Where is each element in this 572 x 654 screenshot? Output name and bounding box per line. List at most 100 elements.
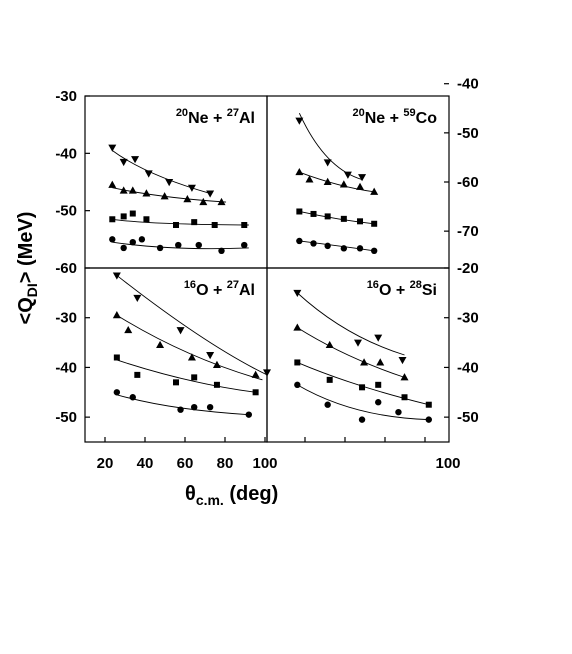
series-triangle-down <box>108 144 215 198</box>
data-point-square <box>359 384 366 391</box>
data-point-square <box>252 389 259 396</box>
fit-curve <box>297 292 405 356</box>
x-tick-label: 100 <box>435 455 460 472</box>
title-element-a: O <box>379 282 391 299</box>
data-point-triangle-up <box>112 311 121 319</box>
panel-title: 20Ne + 59Co <box>352 107 437 127</box>
y-axis-title: <QDI> (MeV) <box>15 212 40 325</box>
series-circle <box>109 236 249 254</box>
data-point-triangle-up <box>360 358 369 366</box>
data-point-square <box>213 381 220 388</box>
data-point-triangle-up <box>339 180 348 188</box>
y-axis-title-pre: <Q <box>15 297 37 324</box>
data-point-circle <box>395 408 402 416</box>
x-axis-title-unit: (deg) <box>224 483 278 505</box>
data-point-circle <box>195 241 202 249</box>
data-point-circle <box>177 406 184 413</box>
series-square <box>296 208 378 227</box>
title-element-b: Si <box>422 282 437 299</box>
data-point-triangle-down <box>112 272 121 280</box>
data-point-triangle-up <box>305 175 314 183</box>
fit-curve <box>112 218 249 226</box>
fit-curve <box>299 240 375 252</box>
series-circle <box>113 389 252 418</box>
title-element-b: Al <box>239 282 255 299</box>
fit-curve <box>298 113 363 180</box>
data-point-triangle-down <box>374 334 383 342</box>
data-point-square <box>113 354 120 361</box>
title-mass-b: 27 <box>227 279 239 291</box>
y-axis-title-subscript: DI <box>24 283 40 297</box>
data-point-triangle-up <box>376 358 385 366</box>
y-tick-label: -40 <box>55 359 77 376</box>
series-triangle-down <box>295 113 367 182</box>
data-point-triangle-down <box>144 170 153 178</box>
y-tick-label: -60 <box>55 260 77 277</box>
data-point-square <box>173 379 179 386</box>
data-point-square <box>371 220 378 227</box>
fit-curve <box>112 241 249 250</box>
data-point-circle <box>375 399 382 406</box>
data-point-triangle-down <box>131 156 140 164</box>
data-point-square <box>129 210 136 217</box>
title-mass-a: 20 <box>176 107 188 119</box>
series-square <box>113 354 259 396</box>
fit-curve <box>297 362 429 406</box>
data-point-square <box>143 216 150 223</box>
series-circle <box>296 237 378 254</box>
data-point-triangle-up <box>325 340 334 349</box>
y-tick-label: -40 <box>457 359 479 376</box>
x-axis-ticks: 20 40 60 80 100 100 <box>97 437 461 472</box>
data-point-square <box>120 213 127 220</box>
data-point-triangle-up <box>187 353 196 361</box>
title-element-a: O <box>196 282 208 299</box>
title-mass-b: 27 <box>227 107 239 119</box>
data-point-triangle-down <box>119 158 128 167</box>
data-point-circle <box>310 240 317 247</box>
y-tick-label: -50 <box>457 409 479 426</box>
data-point-triangle-down <box>206 352 215 360</box>
panel-bottom-left: -30 -40 -50 16O + 27Al <box>55 267 271 443</box>
data-point-triangle-up <box>323 177 332 185</box>
data-point-triangle-down <box>323 159 332 167</box>
panel-title: 16O + 27Al <box>184 279 255 299</box>
data-point-triangle-down <box>293 289 302 298</box>
data-point-triangle-down <box>358 174 367 182</box>
y-tick-label: -60 <box>457 174 479 191</box>
data-point-triangle-down <box>133 294 142 303</box>
series-square <box>109 210 249 228</box>
data-point-square <box>310 210 317 217</box>
panel-bottom-right: -20 -30 -40 -50 16O + 28Si <box>266 260 479 443</box>
data-point-circle <box>241 241 248 249</box>
title-mass-b: 28 <box>410 279 422 291</box>
title-plus: + <box>385 110 403 127</box>
panel-frame <box>266 267 450 443</box>
data-point-circle <box>218 247 225 254</box>
y-tick-label: -20 <box>457 260 479 277</box>
data-point-square <box>296 208 303 215</box>
fit-curve <box>116 359 256 393</box>
title-mass-a: 20 <box>352 107 364 119</box>
data-point-triangle-up <box>119 186 128 194</box>
data-point-circle <box>324 242 331 250</box>
y-tick-label: -40 <box>457 76 479 93</box>
data-point-triangle-up <box>156 340 165 349</box>
x-tick-label: 40 <box>137 455 154 472</box>
data-point-triangle-up <box>295 167 304 176</box>
data-point-triangle-down <box>295 117 304 125</box>
data-point-triangle-down <box>398 356 407 365</box>
y-tick-label: -40 <box>55 145 77 162</box>
data-point-square <box>134 371 141 378</box>
series-triangle-down <box>293 289 407 365</box>
data-point-triangle-down <box>187 184 196 192</box>
data-point-circle <box>370 247 378 254</box>
y-tick-label: -30 <box>55 88 77 105</box>
data-point-circle <box>120 244 127 252</box>
y-tick-label: -30 <box>55 310 77 327</box>
data-point-triangle-up <box>128 186 137 194</box>
fit-curve <box>116 314 263 381</box>
data-point-circle <box>138 236 146 243</box>
title-mass-a: 16 <box>184 279 196 291</box>
fit-curve <box>297 384 429 421</box>
